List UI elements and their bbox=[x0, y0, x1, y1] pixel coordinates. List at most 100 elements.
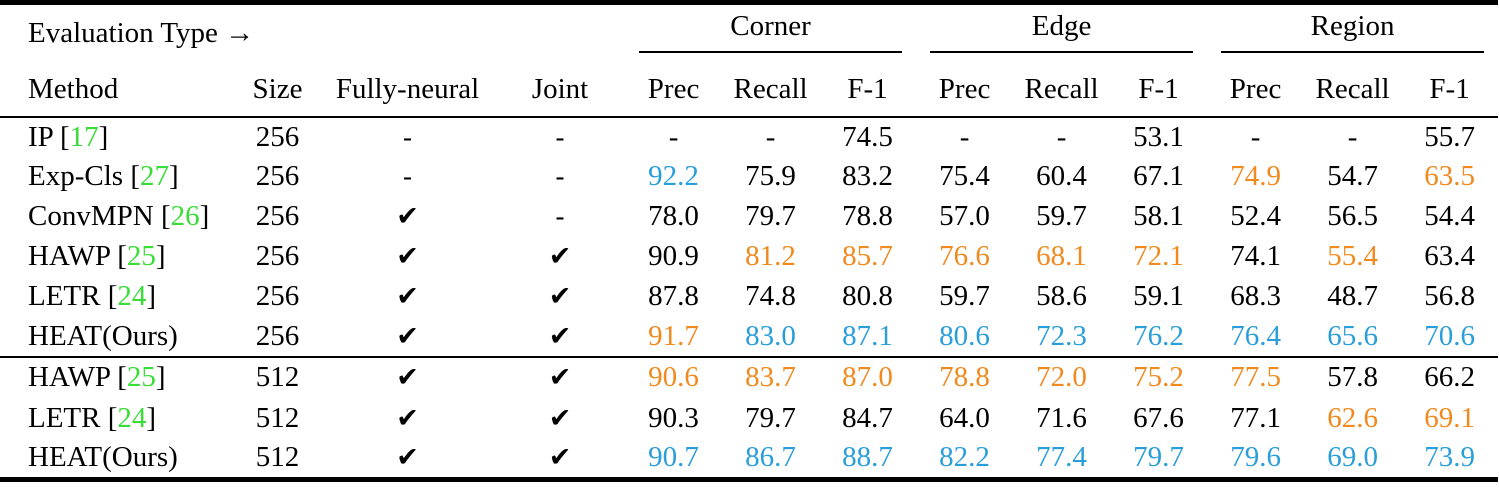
metric-cell: 55.4 bbox=[1327, 240, 1378, 272]
metric-cell: 85.7 bbox=[842, 240, 893, 272]
metric-cell: 66.2 bbox=[1424, 361, 1475, 393]
metric-cell: 59.1 bbox=[1133, 280, 1184, 312]
size-cell: 512 bbox=[255, 361, 300, 393]
col-header-region-f1: F-1 bbox=[1401, 62, 1499, 118]
col-header-fully-neural: Fully-neural bbox=[320, 62, 495, 118]
method-name: Exp-Cls bbox=[28, 160, 124, 192]
joint-cell: ✔ bbox=[495, 316, 626, 358]
metric-cell: 60.4 bbox=[1036, 160, 1087, 192]
metric-cell: 87.1 bbox=[819, 316, 917, 358]
metric-cell: 80.8 bbox=[842, 280, 893, 312]
citation-bracket-open: [ bbox=[123, 160, 140, 192]
citation-bracket-close: ] bbox=[146, 401, 157, 434]
group-header-corner: Corner bbox=[625, 3, 916, 63]
metric-cell: 54.7 bbox=[1327, 160, 1378, 192]
col-header-edge-prec: Prec bbox=[916, 62, 1014, 118]
metric-cell: 73.9 bbox=[1424, 441, 1475, 474]
metric-cell: 83.7 bbox=[745, 361, 796, 393]
method-name: ConvMPN bbox=[28, 200, 154, 232]
metric-cell: 75.4 bbox=[939, 160, 990, 192]
col-header-edge-recall: Recall bbox=[1013, 62, 1111, 118]
fully-neural-cell: ✔ bbox=[396, 362, 419, 392]
citation-bracket-open: [ bbox=[100, 401, 118, 434]
metric-cell: 63.5 bbox=[1424, 160, 1475, 192]
method-cell: Exp-Cls [27] bbox=[0, 157, 235, 197]
column-header-row: Method Size Fully-neural Joint Prec Reca… bbox=[0, 62, 1499, 118]
metric-cell: 81.2 bbox=[745, 240, 796, 272]
metric-cell: 90.7 bbox=[648, 441, 699, 474]
joint-cell: - bbox=[555, 121, 565, 152]
size-cell: 512 bbox=[255, 401, 300, 434]
method-name: HAWP bbox=[28, 240, 110, 272]
metric-cell: 77.5 bbox=[1230, 361, 1281, 393]
eval-type-label: Evaluation Type → bbox=[28, 17, 255, 50]
metric-cell: 69.0 bbox=[1327, 441, 1378, 474]
joint-cell: ✔ bbox=[548, 281, 572, 311]
method-name: IP bbox=[28, 120, 53, 153]
citation-bracket-close: ] bbox=[146, 280, 157, 312]
metric-cell: 78.8 bbox=[939, 361, 990, 393]
metric-cell: 79.7 bbox=[1133, 441, 1184, 474]
size-cell: 256 bbox=[255, 200, 300, 232]
group-label-corner: Corner bbox=[730, 9, 811, 42]
metric-cell: 91.7 bbox=[625, 316, 723, 358]
metric-cell: 72.0 bbox=[1036, 361, 1087, 393]
col-header-size: Size bbox=[235, 62, 320, 118]
fully-neural-cell: ✔ bbox=[396, 281, 419, 311]
metric-cell: 67.6 bbox=[1133, 401, 1184, 434]
col-header-corner-f1: F-1 bbox=[819, 62, 917, 118]
method-name: HEAT(Ours) bbox=[28, 319, 178, 352]
method-cell: IP [17] bbox=[0, 117, 235, 157]
citation-bracket-open: [ bbox=[110, 361, 127, 393]
method-name: HAWP bbox=[28, 361, 110, 393]
joint-cell: ✔ bbox=[548, 402, 572, 433]
citation-bracket-close: ] bbox=[155, 361, 166, 393]
metric-cell: 69.1 bbox=[1424, 401, 1475, 434]
metric-cell: 63.4 bbox=[1424, 240, 1475, 272]
citation-ref[interactable]: 26 bbox=[170, 200, 200, 232]
joint-cell: ✔ bbox=[548, 442, 572, 473]
metric-cell: - bbox=[1056, 120, 1067, 153]
metric-cell: - bbox=[1347, 120, 1358, 153]
col-header-corner-prec: Prec bbox=[625, 62, 723, 118]
metric-cell: 59.7 bbox=[939, 280, 990, 312]
metric-cell: 55.7 bbox=[1424, 120, 1475, 153]
method-name: LETR bbox=[28, 401, 101, 434]
metric-cell: 64.0 bbox=[939, 401, 990, 434]
citation-bracket-open: [ bbox=[52, 120, 70, 153]
size-cell: 256 bbox=[255, 120, 300, 153]
metric-cell: 57.8 bbox=[1327, 361, 1378, 393]
size-cell: 256 bbox=[255, 160, 300, 192]
metric-cell: 59.7 bbox=[1036, 200, 1087, 232]
table-row: HAWP [25] 256 ✔ ✔ 90.9 81.2 85.7 76.6 68… bbox=[0, 237, 1498, 277]
citation-ref[interactable]: 27 bbox=[139, 160, 169, 192]
table-row: LETR [24] 512 ✔ ✔ 90.3 79.7 84.7 64.0 71… bbox=[0, 398, 1498, 439]
method-name: HEAT(Ours) bbox=[28, 441, 178, 474]
citation-ref[interactable]: 17 bbox=[69, 120, 99, 153]
method-cell: HEAT(Ours) bbox=[0, 316, 235, 358]
method-cell: LETR [24] bbox=[0, 398, 235, 439]
metric-cell: 90.6 bbox=[648, 361, 699, 393]
metric-cell: 79.7 bbox=[745, 200, 796, 232]
citation-ref[interactable]: 24 bbox=[117, 401, 147, 434]
metric-cell: 84.7 bbox=[842, 401, 893, 434]
metric-cell: 77.1 bbox=[1230, 401, 1281, 434]
citation-ref[interactable]: 25 bbox=[126, 240, 156, 272]
size-cell: 256 bbox=[255, 280, 300, 312]
metric-cell: 75.2 bbox=[1133, 361, 1184, 393]
citation-ref[interactable]: 24 bbox=[117, 280, 147, 312]
metric-cell: 79.7 bbox=[745, 401, 796, 434]
col-header-region-recall: Recall bbox=[1304, 62, 1402, 118]
evaluation-results-table: Evaluation Type → Corner Edge Region Met… bbox=[0, 0, 1499, 482]
size-cell: 256 bbox=[255, 240, 300, 272]
metric-cell: 82.2 bbox=[939, 441, 990, 474]
table-row: HAWP [25] 512 ✔ ✔ 90.6 83.7 87.0 78.8 72… bbox=[0, 357, 1498, 398]
metric-cell: 83.2 bbox=[842, 160, 893, 192]
metric-cell: 58.6 bbox=[1036, 280, 1087, 312]
col-header-method: Method bbox=[0, 62, 235, 118]
metric-cell: - bbox=[959, 120, 970, 153]
metric-cell: 53.1 bbox=[1133, 120, 1184, 153]
citation-bracket-open: [ bbox=[100, 280, 118, 312]
citation-ref[interactable]: 25 bbox=[126, 361, 156, 393]
